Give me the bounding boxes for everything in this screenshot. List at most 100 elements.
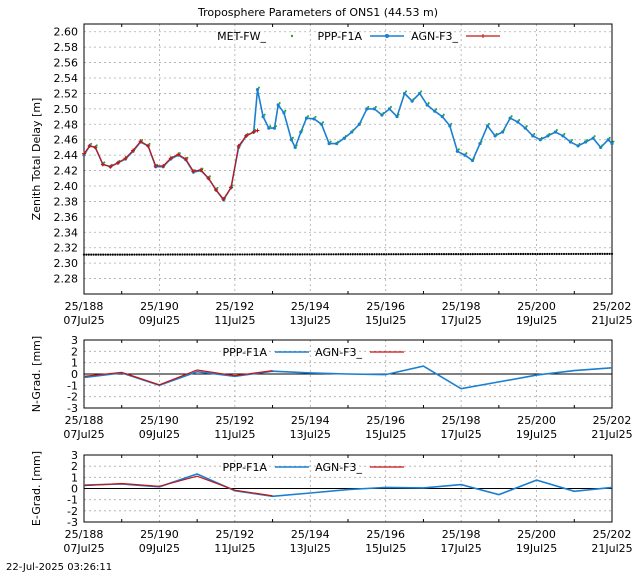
legend-label-ppp-f1a: PPP-F1A (318, 30, 363, 43)
ppp-f1a-point (272, 126, 277, 130)
met-fw-point (106, 253, 110, 256)
e-grad-xtick-doy: 25/188 (65, 528, 104, 541)
met-fw-point (178, 253, 182, 256)
agn-f3-point (176, 152, 181, 157)
met-fw-scatter-point (420, 90, 423, 93)
met-fw-point (315, 253, 318, 256)
met-fw-point (210, 253, 213, 256)
zenith-xtick-doy: 25/192 (216, 300, 255, 313)
met-fw-point (85, 253, 88, 256)
met-fw-point (99, 253, 102, 256)
e-grad-xtick-doy: 25/198 (442, 528, 481, 541)
zenith-xtick-date: 17Jul25 (441, 314, 482, 327)
agn-f3-point (100, 162, 105, 167)
met-fw-point (366, 253, 369, 256)
zenith-xtick-doy: 25/202 (593, 300, 632, 313)
met-fw-point (222, 253, 225, 256)
met-fw-scatter-point (307, 115, 310, 118)
met-fw-scatter-point (257, 86, 260, 89)
met-fw-point (109, 253, 112, 256)
met-fw-scatter-point (608, 136, 611, 139)
met-fw-scatter-point (367, 105, 370, 108)
met-fw-scatter-point (141, 139, 144, 142)
met-fw-point (598, 252, 602, 256)
met-fw-point (370, 253, 374, 256)
n-grad-xtick-doy: 25/202 (593, 414, 632, 427)
met-fw-scatter-point (435, 108, 438, 111)
met-fw-scatter-point (284, 109, 287, 112)
met-fw-point (246, 253, 249, 256)
n-grad-ytick: -2 (67, 391, 78, 404)
met-fw-point (334, 253, 338, 256)
met-fw-point (577, 252, 580, 256)
met-fw-point (423, 253, 426, 256)
met-fw-point (152, 253, 155, 256)
met-fw-scatter-point (148, 142, 151, 145)
met-fw-point (524, 252, 527, 256)
met-fw-point (207, 253, 210, 256)
ppp-f1a-point (365, 107, 369, 111)
zenith-ytick: 2.54 (54, 72, 79, 85)
met-fw-scatter-point (563, 132, 566, 135)
met-fw-point (344, 253, 347, 256)
met-fw-point (248, 253, 251, 256)
zenith-xtick-date: 15Jul25 (365, 314, 406, 327)
met-fw-point (274, 253, 278, 256)
met-fw-point (358, 253, 362, 256)
met-fw-point (387, 253, 390, 256)
met-fw-point (282, 253, 285, 256)
agn-f3-point (153, 163, 158, 168)
met-fw-point (121, 253, 124, 256)
ppp-f1a-point (433, 109, 437, 113)
met-fw-point (368, 253, 371, 256)
n-grad-xtick-date: 19Jul25 (516, 428, 557, 441)
met-fw-point (582, 252, 585, 256)
ppp-f1a-point (402, 91, 407, 96)
met-fw-scatter-point (442, 113, 445, 116)
zenith-ytick: 2.34 (54, 226, 79, 239)
ppp-f1a-point (501, 130, 505, 134)
zenith-ytick: 2.40 (54, 180, 79, 193)
agn-f3-point (251, 130, 256, 134)
met-fw-scatter-point (612, 140, 615, 143)
met-fw-point (262, 253, 266, 256)
ppp-f1a-series-line (83, 365, 613, 390)
ppp-f1a-point (261, 114, 265, 119)
met-fw-point (447, 253, 450, 256)
met-fw-point (198, 253, 201, 256)
met-fw-point (517, 252, 520, 256)
met-fw-point (116, 253, 119, 256)
agn-f3-point (146, 143, 151, 148)
met-fw-point (538, 252, 542, 256)
e-grad-xtick-date: 19Jul25 (516, 542, 557, 555)
met-fw-point (445, 253, 448, 256)
generation-timestamp: 22-Jul-2025 03:26:11 (6, 562, 113, 573)
n-grad-frame (83, 339, 613, 409)
legend-marker-ppp-f1a (385, 34, 389, 38)
e-grad-xtick-doy: 25/192 (216, 528, 255, 541)
met-fw-scatter-point (525, 125, 528, 128)
met-fw-point (147, 253, 150, 256)
agn-f3-series-line (83, 369, 273, 386)
met-fw-point (97, 253, 100, 256)
met-fw-point (224, 253, 227, 256)
ppp-f1a-point (357, 122, 361, 126)
met-fw-point (190, 253, 194, 256)
met-fw-point (382, 253, 386, 256)
n-grad-xtick-date: 17Jul25 (441, 428, 482, 441)
met-fw-point (181, 253, 184, 256)
met-fw-point (404, 253, 407, 256)
met-fw-point (267, 253, 270, 256)
ppp-f1a-point (395, 114, 399, 119)
ppp-f1a-point (538, 138, 542, 142)
zenith-xtick-doy: 25/194 (291, 300, 330, 313)
ppp-f1a-point (410, 99, 414, 103)
met-fw-point (464, 252, 467, 256)
met-fw-point (238, 253, 242, 256)
ppp-f1a-series-line (83, 89, 613, 202)
met-fw-point (217, 253, 220, 256)
n-grad-ytick: 1 (71, 357, 78, 370)
met-fw-point (591, 252, 594, 256)
met-fw-point (459, 253, 462, 256)
met-fw-point (298, 253, 302, 256)
